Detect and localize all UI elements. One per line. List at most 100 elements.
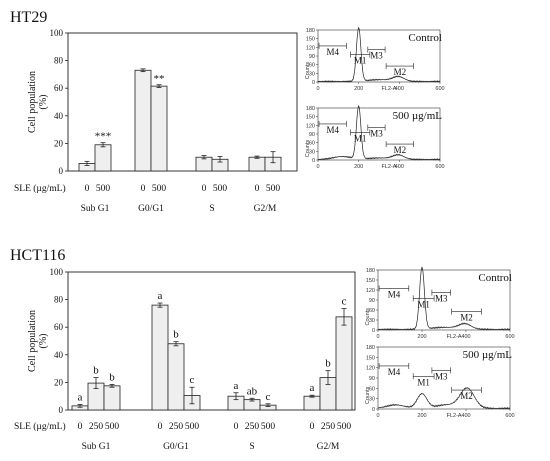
category-label: G0/G1 <box>138 204 164 214</box>
y-tick-label: 20 <box>54 377 64 387</box>
histogram-frame <box>317 29 441 83</box>
histogram-x-tick-label: 0 <box>376 413 379 419</box>
bar <box>103 385 121 411</box>
y-tick-label: 100 <box>50 28 64 38</box>
dose-label: 500 <box>213 184 228 194</box>
histogram-y-tick-label: 30 <box>309 71 315 77</box>
significance-marker: ** <box>154 73 165 85</box>
plot-frame <box>67 271 356 411</box>
gate-label-m1: M1 <box>417 299 430 309</box>
bar <box>335 316 353 411</box>
histogram-y-tick-label: 150 <box>366 278 375 284</box>
gate-label-m4: M4 <box>326 47 339 57</box>
histogram-y-label: Counts <box>305 140 311 158</box>
histogram-x-tick-label: 400 <box>461 413 470 419</box>
histogram-x-label: FL2-A <box>381 164 396 170</box>
histogram-condition-label: Control <box>408 32 442 44</box>
y-tick-label: 80 <box>54 295 64 305</box>
category-label: S <box>249 442 254 452</box>
histogram-y-tick-label: 90 <box>369 298 375 304</box>
histogram-frame <box>377 269 511 331</box>
dose-label: 0 <box>85 184 90 194</box>
histogram-condition-label: Control <box>478 272 512 284</box>
histogram-y-tick-label: 150 <box>306 37 315 43</box>
significance-letter: b <box>93 365 99 377</box>
y-tick-label: 0 <box>59 405 64 415</box>
histogram-trace <box>377 386 511 410</box>
histogram-x-tick-label: 400 <box>395 86 404 92</box>
significance-letter: b <box>325 358 331 370</box>
significance-letter: a <box>234 380 239 392</box>
y-tick-label: 40 <box>54 350 64 360</box>
histogram-x-tick-label: 200 <box>417 413 426 419</box>
histogram-x-tick-label: 0 <box>316 164 319 170</box>
bar <box>151 304 169 411</box>
histogram-y-tick-label: 60 <box>369 308 375 314</box>
gate-label-m3: M3 <box>435 371 448 381</box>
significance-letter: b <box>173 329 179 341</box>
y-axis-label-unit: (%) <box>38 334 49 349</box>
y-tick-label: 0 <box>59 166 64 176</box>
histogram-y-tick-label: 0 <box>372 407 375 413</box>
dose-label: 0 <box>202 184 207 194</box>
histogram-y-tick-label: 150 <box>366 355 375 361</box>
y-tick-label: 40 <box>54 111 64 121</box>
histogram-y-tick-label: 30 <box>309 149 315 155</box>
dose-label: 250 <box>245 422 260 432</box>
bar <box>150 85 168 172</box>
category-label: Sub G1 <box>81 204 110 214</box>
gate-label-m2: M2 <box>460 313 473 323</box>
histogram-y-tick-label: 60 <box>309 141 315 147</box>
gate-label-m2: M2 <box>394 145 407 155</box>
ht29-bar-chart: 0 20 40 60 80 100 Cell population (%) SLE (µg/mL… <box>14 28 298 214</box>
significance-letter: b <box>109 371 115 383</box>
histogram-x-label: FL2-A <box>381 86 396 92</box>
dose-label: 500 <box>105 422 120 432</box>
histogram-y-label: Counts <box>365 308 371 326</box>
significance-letter: a <box>310 382 315 394</box>
dose-label: 0 <box>158 422 163 432</box>
dose-label: 500 <box>266 184 281 194</box>
histogram-y-tick-label: 180 <box>306 28 315 34</box>
histogram-x-tick-label: 0 <box>316 86 319 92</box>
histogram-trace <box>317 27 441 83</box>
histogram-y-tick-label: 60 <box>309 63 315 69</box>
gate-label-m3: M3 <box>370 51 383 61</box>
histogram-y-tick-label: 30 <box>369 318 375 324</box>
bar <box>195 156 213 172</box>
y-tick-label: 60 <box>54 83 64 93</box>
hct116-bar-chart: 0 20 40 60 80 100 Cell population (%) SLE (µg/mL… <box>14 267 356 452</box>
histogram-y-tick-label: 0 <box>312 80 315 86</box>
histogram-y-tick-label: 30 <box>369 397 375 403</box>
histogram-y-tick-label: 0 <box>312 158 315 164</box>
histogram-y-tick-label: 120 <box>366 288 375 294</box>
hct116-title: HCT116 <box>10 247 65 264</box>
histogram-x-tick-label: 200 <box>354 164 363 170</box>
significance-letter: ab <box>247 385 258 397</box>
significance-letter: c <box>190 374 195 386</box>
gate-label-m1: M1 <box>354 56 367 66</box>
histogram-trace <box>377 266 511 331</box>
significance-letter: c <box>266 391 271 403</box>
y-axis-label: Cell population <box>27 71 38 133</box>
y-axis-label-unit: (%) <box>38 95 49 110</box>
histogram-x-tick-label: 200 <box>354 86 363 92</box>
gate-label-m2: M2 <box>460 391 473 401</box>
histogram-y-tick-label: 120 <box>366 366 375 372</box>
histogram-x-label: FL2-A <box>447 334 462 340</box>
bar <box>134 69 152 172</box>
category-label: S <box>209 204 214 214</box>
histogram-y-tick-label: 0 <box>372 328 375 334</box>
ht29-title: HT29 <box>10 9 47 26</box>
dose-label: 500 <box>185 422 200 432</box>
histogram-y-tick-label: 180 <box>366 268 375 274</box>
histogram-x-tick-label: 600 <box>505 413 514 419</box>
bar <box>303 395 321 411</box>
histogram-x-tick-label: 400 <box>395 164 404 170</box>
plot-frame <box>67 32 298 172</box>
dose-label: 500 <box>337 422 352 432</box>
gate-label-m4: M4 <box>388 367 401 377</box>
